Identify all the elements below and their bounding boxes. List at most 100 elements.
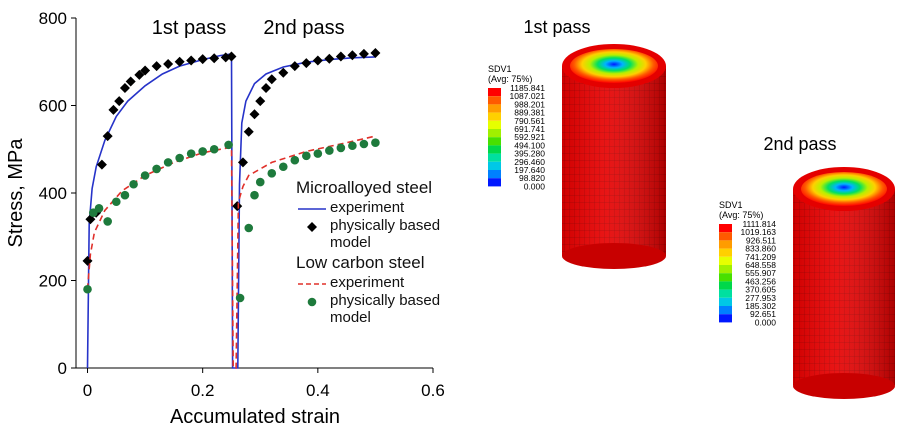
contour-band — [488, 154, 501, 162]
x-tick-label: 0.2 — [191, 381, 215, 400]
circle-marker — [141, 171, 150, 180]
circle-marker — [83, 285, 92, 294]
contour-band — [488, 162, 501, 170]
diamond-marker — [198, 54, 208, 64]
y-axis-label: Stress, MPa — [5, 138, 27, 248]
legend-label: physically based model — [330, 217, 448, 251]
circle-marker — [152, 165, 161, 174]
diamond-marker — [255, 96, 265, 106]
contour-band — [719, 314, 732, 322]
diamond-marker — [83, 256, 93, 266]
cylinder-1 — [562, 44, 666, 269]
circle-marker — [325, 146, 334, 155]
circle-marker — [337, 144, 346, 153]
legend-swatch — [296, 274, 330, 292]
legend-group-title: Microalloyed steel — [296, 178, 496, 198]
contour-band — [719, 240, 732, 248]
contour-band — [719, 306, 732, 314]
diamond-marker — [126, 76, 136, 86]
circle-marker — [371, 138, 380, 147]
diamond-marker — [232, 201, 242, 211]
legend-group-title: Low carbon steel — [296, 253, 496, 273]
circle-marker — [308, 298, 317, 307]
diamond-marker — [324, 54, 334, 64]
contour-band — [488, 104, 501, 112]
circle-marker — [175, 154, 184, 163]
diamond-marker — [108, 105, 118, 115]
y-tick-label: 0 — [58, 359, 67, 378]
y-tick-label: 400 — [39, 184, 67, 203]
circle-marker — [198, 147, 207, 156]
circle-marker — [112, 197, 121, 206]
contour-band — [719, 232, 732, 240]
contour-band — [488, 145, 501, 153]
contour-value: 0.000 — [524, 181, 546, 191]
diamond-marker — [250, 109, 260, 119]
circle-marker — [291, 156, 300, 165]
diamond-marker — [244, 127, 254, 137]
diamond-marker — [261, 83, 271, 93]
circle-marker — [250, 191, 259, 200]
legend-item: experiment — [296, 274, 496, 292]
circle-marker — [95, 204, 104, 213]
contour-value: 0.000 — [755, 317, 777, 327]
diamond-marker — [163, 59, 173, 69]
contour-band — [488, 129, 501, 137]
x-axis-label: Accumulated strain — [170, 406, 340, 428]
circle-marker — [267, 169, 276, 178]
panel-title: 1st pass — [523, 17, 590, 37]
y-tick-label: 200 — [39, 272, 67, 291]
contour-band — [719, 281, 732, 289]
contour-band — [488, 113, 501, 121]
diamond-marker — [152, 61, 162, 71]
page: {"chart_data": {"type": "line", "y_label… — [0, 0, 897, 430]
contour-band — [488, 96, 501, 104]
y-tick-label: 600 — [39, 97, 67, 116]
legend-title: SDV1 — [488, 64, 512, 74]
circle-marker — [360, 140, 369, 149]
contour-band — [719, 290, 732, 298]
circle-marker — [302, 152, 311, 161]
circle-marker — [210, 145, 219, 154]
contour-band — [719, 257, 732, 265]
circle-marker — [244, 224, 253, 233]
circle-marker — [348, 141, 357, 150]
diamond-marker — [209, 53, 219, 63]
legend-label: experiment — [330, 274, 448, 291]
circle-marker — [129, 180, 138, 189]
contour-band — [719, 298, 732, 306]
annotation: 1st pass — [152, 17, 226, 39]
legend-item: experiment — [296, 199, 496, 217]
legend-item: physically based model — [296, 292, 496, 326]
diamond-marker — [336, 52, 346, 62]
legend-swatch — [296, 217, 330, 235]
circle-marker — [279, 162, 288, 171]
x-tick-label: 0 — [83, 381, 92, 400]
circle-marker — [103, 217, 112, 226]
diamond-marker — [313, 55, 323, 65]
circle-marker — [236, 294, 245, 303]
circle-marker — [256, 178, 265, 187]
contour-band — [719, 224, 732, 232]
cylinder-2 — [793, 167, 895, 399]
legend-item: physically based model — [296, 217, 496, 251]
diamond-marker — [307, 222, 317, 232]
x-tick-label: 0.4 — [306, 381, 330, 400]
circle-marker — [121, 191, 130, 200]
legend-title: SDV1 — [719, 200, 743, 210]
legend-swatch — [296, 292, 330, 310]
diamond-marker — [120, 83, 130, 93]
diamond-marker — [290, 61, 300, 71]
circle-marker — [164, 158, 173, 167]
contour-band — [719, 265, 732, 273]
diamond-marker — [103, 131, 113, 141]
diamond-marker — [114, 96, 124, 106]
annotation: 2nd pass — [263, 17, 344, 39]
contour-band — [488, 121, 501, 129]
contour-band — [488, 88, 501, 96]
diamond-marker — [267, 74, 277, 84]
panel-title: 2nd pass — [763, 134, 836, 154]
circle-marker — [224, 141, 233, 150]
circle-marker — [314, 149, 323, 158]
